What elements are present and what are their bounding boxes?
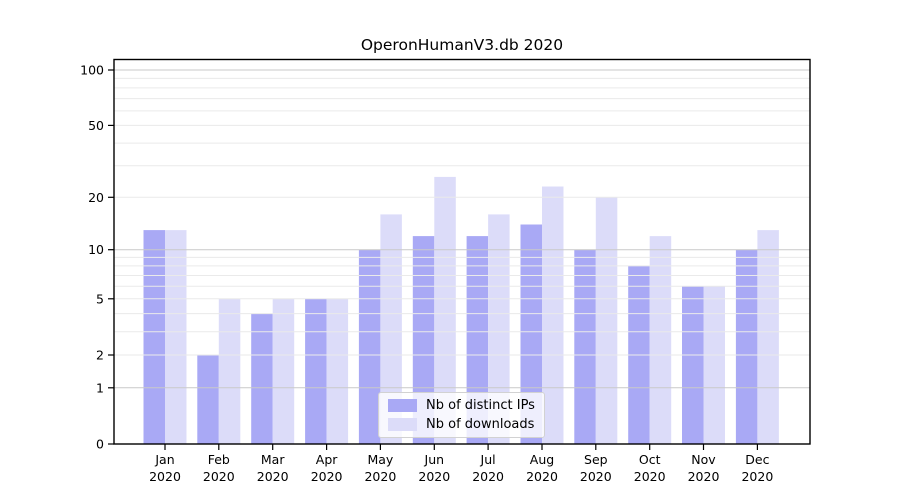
bar-downloads-mar <box>272 298 295 444</box>
x-tick-label-year: 2020 <box>741 469 773 484</box>
bar-downloads-feb <box>218 298 241 444</box>
bar-downloads-nov <box>703 286 725 444</box>
bar-downloads-jul <box>488 214 510 444</box>
x-tick-label-year: 2020 <box>688 469 720 484</box>
bar-distinct-ips-may <box>358 249 381 444</box>
bar-distinct-ips-sep <box>574 249 596 444</box>
bar-distinct-ips-mar <box>251 313 273 444</box>
chart-title: OperonHumanV3.db 2020 <box>360 36 564 54</box>
bar-downloads-jun <box>434 176 456 444</box>
y-tick-label: 1 <box>96 380 104 395</box>
bar-downloads-apr <box>326 298 349 444</box>
x-tick-label-month: Apr <box>316 452 338 467</box>
x-tick-label-month: Nov <box>691 452 716 467</box>
x-tick-label-month: Jul <box>480 452 496 467</box>
bar-distinct-ips-jan <box>143 230 165 444</box>
x-tick-label-month: Jan <box>154 452 174 467</box>
bar-downloads-sep <box>595 197 618 444</box>
x-tick-label-month: Aug <box>530 452 554 467</box>
y-tick-label: 50 <box>88 118 104 133</box>
bar-distinct-ips-feb <box>197 355 219 444</box>
x-tick-label-month: Dec <box>745 452 769 467</box>
x-tick-label-year: 2020 <box>257 469 289 484</box>
bar-downloads-oct <box>649 236 672 444</box>
legend-swatch-distinct-ips <box>388 399 417 412</box>
legend-label-downloads: Nb of downloads <box>426 417 535 432</box>
x-tick-label-month: Mar <box>261 452 285 467</box>
bar-downloads-jan <box>165 230 187 444</box>
legend-entry-distinct-ips: Nb of distinct IPs <box>388 398 535 413</box>
y-tick-label: 100 <box>80 63 104 78</box>
bar-distinct-ips-aug <box>520 224 542 444</box>
y-tick-label: 10 <box>88 242 104 257</box>
y-tick-label: 20 <box>88 190 104 205</box>
x-tick-label-year: 2020 <box>580 469 612 484</box>
x-tick-label-year: 2020 <box>418 469 450 484</box>
y-tick-label: 2 <box>96 348 104 363</box>
x-tick-label-month: Oct <box>639 452 661 467</box>
bar-downloads-aug <box>542 186 564 444</box>
x-tick-label-month: Jun <box>424 452 445 467</box>
y-tick-label: 0 <box>96 437 104 452</box>
legend-entry-downloads: Nb of downloads <box>388 417 535 432</box>
legend-swatch-downloads <box>388 418 417 431</box>
x-tick-label-year: 2020 <box>311 469 343 484</box>
bar-distinct-ips-apr <box>305 298 327 444</box>
x-tick-label-month: May <box>367 452 393 467</box>
x-tick-label-year: 2020 <box>634 469 666 484</box>
bar-downloads-may <box>380 214 402 444</box>
x-tick-label-month: Sep <box>584 452 608 467</box>
x-tick-label-month: Feb <box>208 452 230 467</box>
bar-distinct-ips-nov <box>682 286 704 444</box>
x-tick-label-year: 2020 <box>203 469 235 484</box>
legend: Nb of distinct IPs Nb of downloads <box>378 392 545 438</box>
plot-border <box>113 58 811 445</box>
x-tick-label-year: 2020 <box>364 469 396 484</box>
bar-distinct-ips-dec <box>735 249 758 444</box>
x-tick-label-year: 2020 <box>149 469 181 484</box>
bar-downloads-dec <box>757 230 779 444</box>
x-tick-label-year: 2020 <box>472 469 504 484</box>
x-tick-label-year: 2020 <box>526 469 558 484</box>
y-tick-label: 5 <box>96 291 104 306</box>
legend-label-distinct-ips: Nb of distinct IPs <box>426 398 535 413</box>
